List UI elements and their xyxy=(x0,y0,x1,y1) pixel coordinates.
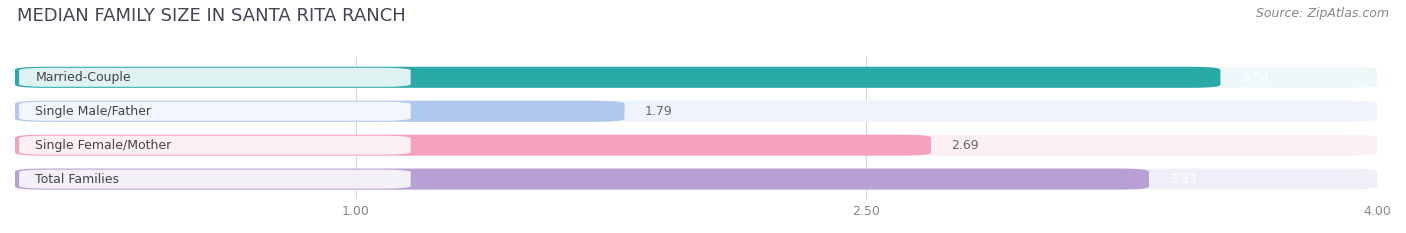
FancyBboxPatch shape xyxy=(15,67,1220,88)
FancyBboxPatch shape xyxy=(20,68,411,87)
Text: MEDIAN FAMILY SIZE IN SANTA RITA RANCH: MEDIAN FAMILY SIZE IN SANTA RITA RANCH xyxy=(17,7,405,25)
FancyBboxPatch shape xyxy=(15,135,1376,156)
FancyBboxPatch shape xyxy=(15,135,931,156)
FancyBboxPatch shape xyxy=(20,136,411,155)
Text: Single Female/Mother: Single Female/Mother xyxy=(35,139,172,152)
FancyBboxPatch shape xyxy=(15,168,1376,190)
Text: Married-Couple: Married-Couple xyxy=(35,71,131,84)
Text: 1.79: 1.79 xyxy=(645,105,672,118)
Text: 3.54: 3.54 xyxy=(1241,71,1268,84)
Text: 3.33: 3.33 xyxy=(1170,173,1197,186)
FancyBboxPatch shape xyxy=(15,101,1376,122)
Text: Total Families: Total Families xyxy=(35,173,120,186)
FancyBboxPatch shape xyxy=(15,67,1376,88)
FancyBboxPatch shape xyxy=(15,101,624,122)
Text: Single Male/Father: Single Male/Father xyxy=(35,105,152,118)
FancyBboxPatch shape xyxy=(15,168,1149,190)
Text: Source: ZipAtlas.com: Source: ZipAtlas.com xyxy=(1256,7,1389,20)
Text: 2.69: 2.69 xyxy=(952,139,979,152)
FancyBboxPatch shape xyxy=(20,102,411,121)
FancyBboxPatch shape xyxy=(20,170,411,188)
